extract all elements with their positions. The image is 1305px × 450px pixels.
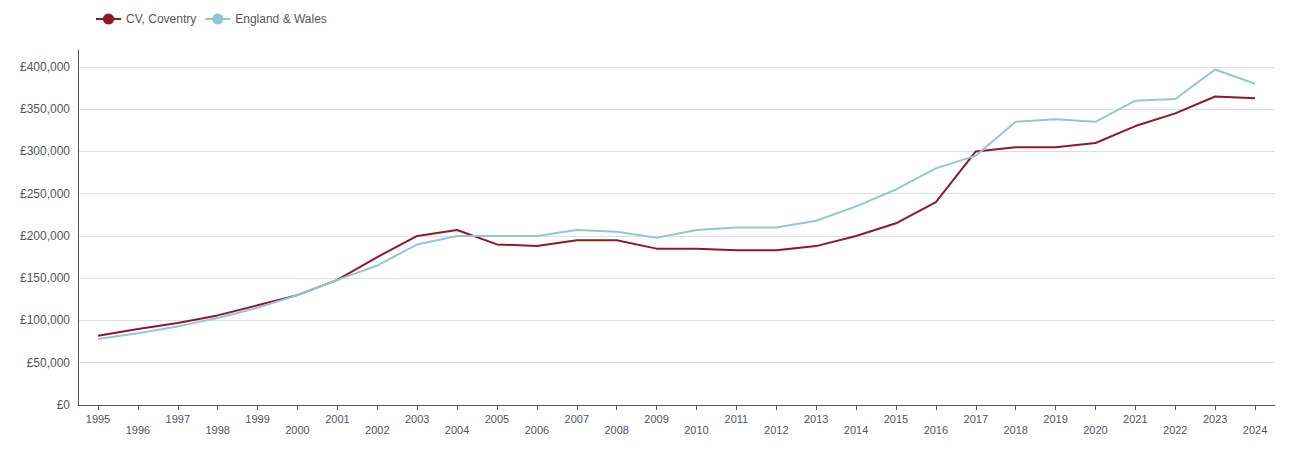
svg-text:£350,000: £350,000 xyxy=(20,102,70,116)
svg-text:2000: 2000 xyxy=(285,424,309,436)
svg-text:2018: 2018 xyxy=(1003,424,1027,436)
svg-text:1997: 1997 xyxy=(166,413,190,425)
svg-text:£100,000: £100,000 xyxy=(20,313,70,327)
svg-text:2006: 2006 xyxy=(525,424,549,436)
svg-text:£300,000: £300,000 xyxy=(20,144,70,158)
svg-text:2008: 2008 xyxy=(604,424,628,436)
svg-text:2013: 2013 xyxy=(804,413,828,425)
svg-text:£50,000: £50,000 xyxy=(27,356,71,370)
svg-text:2004: 2004 xyxy=(445,424,469,436)
svg-text:2007: 2007 xyxy=(565,413,589,425)
svg-text:2020: 2020 xyxy=(1083,424,1107,436)
svg-text:2012: 2012 xyxy=(764,424,788,436)
svg-text:2019: 2019 xyxy=(1043,413,1067,425)
svg-text:England & Wales: England & Wales xyxy=(235,12,327,26)
svg-text:CV, Coventry: CV, Coventry xyxy=(126,12,196,26)
svg-text:1995: 1995 xyxy=(86,413,110,425)
svg-text:1996: 1996 xyxy=(126,424,150,436)
svg-text:1999: 1999 xyxy=(245,413,269,425)
svg-text:2005: 2005 xyxy=(485,413,509,425)
svg-text:2009: 2009 xyxy=(644,413,668,425)
svg-text:2017: 2017 xyxy=(964,413,988,425)
svg-text:2015: 2015 xyxy=(884,413,908,425)
svg-text:2024: 2024 xyxy=(1243,424,1267,436)
svg-text:2023: 2023 xyxy=(1203,413,1227,425)
svg-text:2003: 2003 xyxy=(405,413,429,425)
svg-text:2010: 2010 xyxy=(684,424,708,436)
svg-text:2011: 2011 xyxy=(725,413,749,425)
svg-text:2002: 2002 xyxy=(365,424,389,436)
svg-text:£200,000: £200,000 xyxy=(20,229,70,243)
svg-text:£150,000: £150,000 xyxy=(20,271,70,285)
svg-text:2014: 2014 xyxy=(844,424,868,436)
svg-text:2021: 2021 xyxy=(1123,413,1147,425)
svg-text:2001: 2001 xyxy=(325,413,349,425)
svg-text:£250,000: £250,000 xyxy=(20,187,70,201)
svg-text:£0: £0 xyxy=(57,398,71,412)
svg-text:2022: 2022 xyxy=(1163,424,1187,436)
svg-text:£400,000: £400,000 xyxy=(20,60,70,74)
svg-text:1998: 1998 xyxy=(205,424,229,436)
svg-text:2016: 2016 xyxy=(924,424,948,436)
